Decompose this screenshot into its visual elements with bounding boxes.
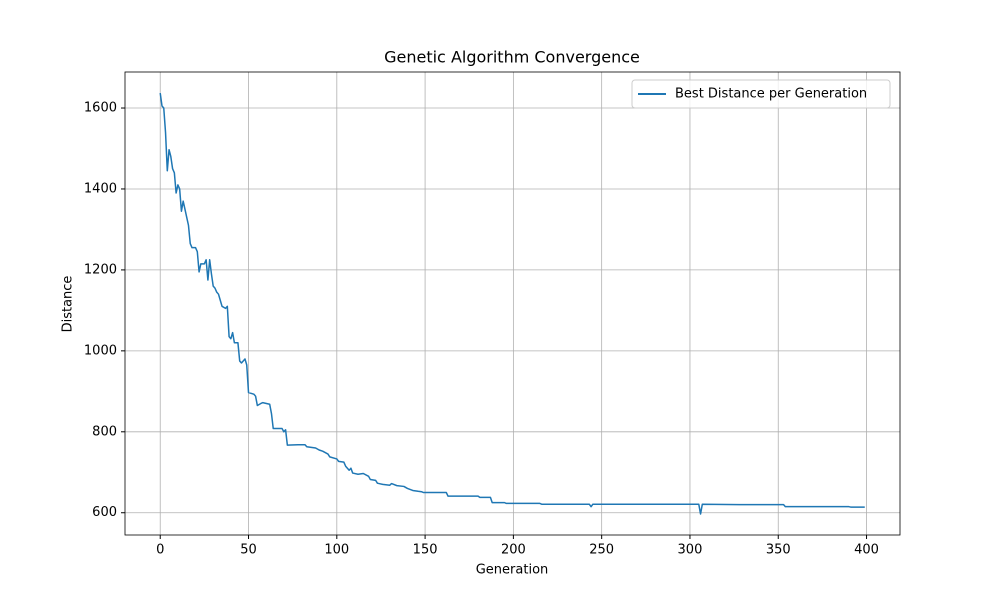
y-tick-label: 1600 [84,101,117,116]
x-tick-label: 200 [501,543,526,558]
x-tick-label: 400 [854,543,879,558]
x-tick-label: 350 [766,543,791,558]
y-tick-label: 1000 [84,343,117,358]
chart-title: Genetic Algorithm Convergence [384,48,640,67]
y-tick-label: 1400 [84,181,117,196]
legend-label: Best Distance per Generation [675,87,867,102]
legend-box [631,79,891,109]
y-tick-label: 1200 [84,262,117,277]
y-axis-label: Distance [61,276,76,333]
y-tick-label: 600 [92,505,117,520]
x-axis-label: Generation [476,563,549,578]
x-tick-label: 250 [589,543,614,558]
x-tick-label: 50 [240,543,257,558]
plot-frame [124,71,901,536]
x-tick-label: 0 [156,543,164,558]
y-tick-label: 800 [92,424,117,439]
x-tick-label: 150 [413,543,438,558]
x-tick-label: 100 [324,543,349,558]
data-line [159,92,865,515]
x-tick-label: 300 [678,543,703,558]
